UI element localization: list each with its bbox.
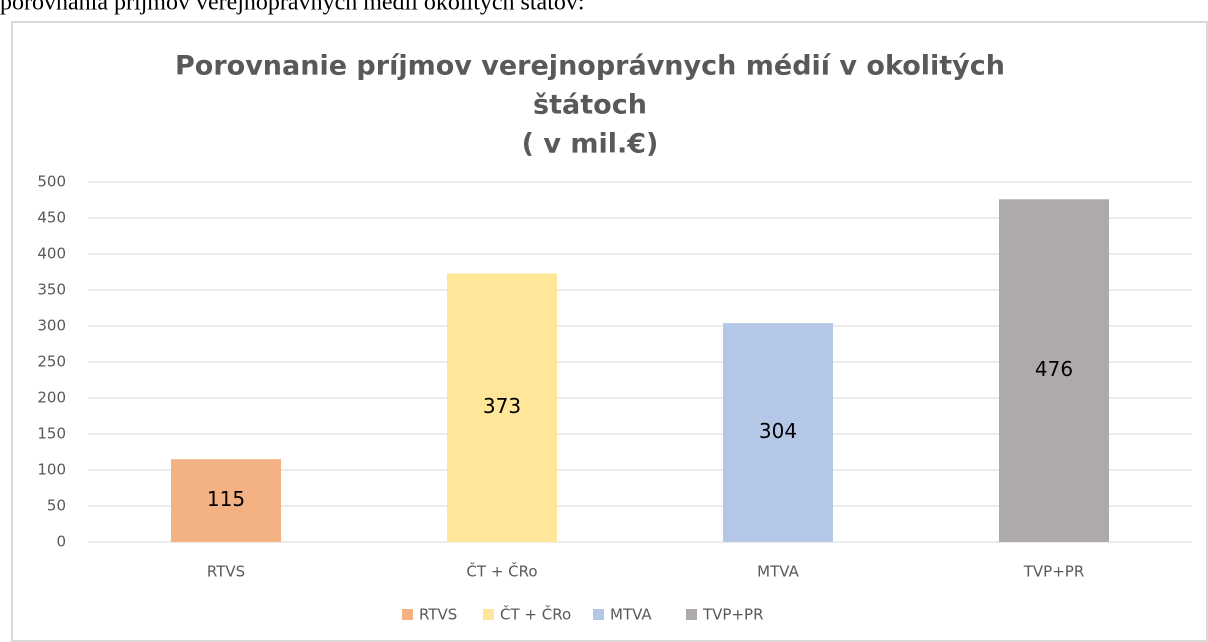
legend-swatch [593, 609, 604, 620]
chart-title: štátoch [533, 90, 647, 121]
y-tick-label: 500 [37, 173, 66, 191]
y-tick-label: 50 [47, 497, 66, 515]
legend-label: RTVS [419, 606, 457, 624]
chart-title: Porovnanie príjmov verejnoprávnych médií… [175, 51, 1005, 82]
legend-label: MTVA [610, 606, 652, 624]
legend-swatch [686, 609, 697, 620]
x-tick-label: MTVA [757, 563, 799, 581]
y-tick-label: 300 [37, 317, 66, 335]
bar [171, 459, 281, 542]
data-label: 115 [207, 487, 245, 511]
y-tick-label: 150 [37, 425, 66, 443]
bar [723, 323, 833, 542]
y-tick-label: 0 [56, 533, 66, 551]
legend-label: ČT + ČRo [500, 605, 571, 624]
y-tick-label: 250 [37, 353, 66, 371]
data-label: 373 [483, 394, 521, 418]
y-tick-label: 400 [37, 245, 66, 263]
legend-swatch [402, 609, 413, 620]
x-tick-label: RTVS [207, 563, 245, 581]
data-label: 304 [759, 419, 797, 443]
legend-label: TVP+PR [702, 606, 764, 624]
y-tick-label: 450 [37, 209, 66, 227]
y-tick-label: 200 [37, 389, 66, 407]
bar [447, 273, 557, 542]
chart-title: ( v mil.€) [522, 129, 659, 160]
y-tick-label: 350 [37, 281, 66, 299]
legend-swatch [483, 609, 494, 620]
x-tick-label: TVP+PR [1023, 563, 1085, 581]
bar [999, 199, 1109, 542]
y-tick-label: 100 [37, 461, 66, 479]
x-tick-label: ČT + ČRo [466, 562, 537, 581]
document-text: porovnania príjmov verejnoprávnych médií… [0, 0, 585, 16]
data-label: 476 [1035, 357, 1073, 381]
